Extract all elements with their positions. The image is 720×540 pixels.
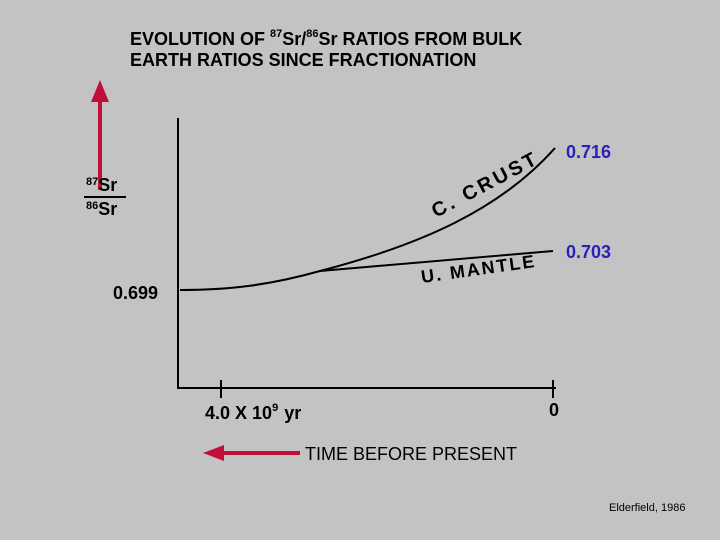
y-label-numerator: 87Sr bbox=[86, 175, 117, 195]
title-line2: EARTH RATIOS SINCE FRACTIONATION bbox=[130, 50, 476, 70]
credit: Elderfield, 1986 bbox=[609, 502, 685, 514]
title-line1: EVOLUTION OF 87Sr/86Sr RATIOS FROM BULK bbox=[130, 28, 522, 49]
start-ratio: 0.699 bbox=[113, 283, 158, 303]
x-axis-title: TIME BEFORE PRESENT bbox=[305, 444, 517, 464]
mantle-ratio: 0.703 bbox=[566, 242, 611, 262]
crust-curve bbox=[319, 147, 556, 272]
x-end-label: 0 bbox=[549, 400, 559, 420]
mantle-curve bbox=[179, 250, 554, 291]
up-arrow-head bbox=[91, 80, 109, 102]
left-arrow-head bbox=[203, 445, 224, 461]
crust-ratio: 0.716 bbox=[566, 142, 611, 162]
y-label-denominator: 86Sr bbox=[86, 199, 117, 219]
x-start-label: 4.0 X 109 yr bbox=[205, 402, 301, 423]
